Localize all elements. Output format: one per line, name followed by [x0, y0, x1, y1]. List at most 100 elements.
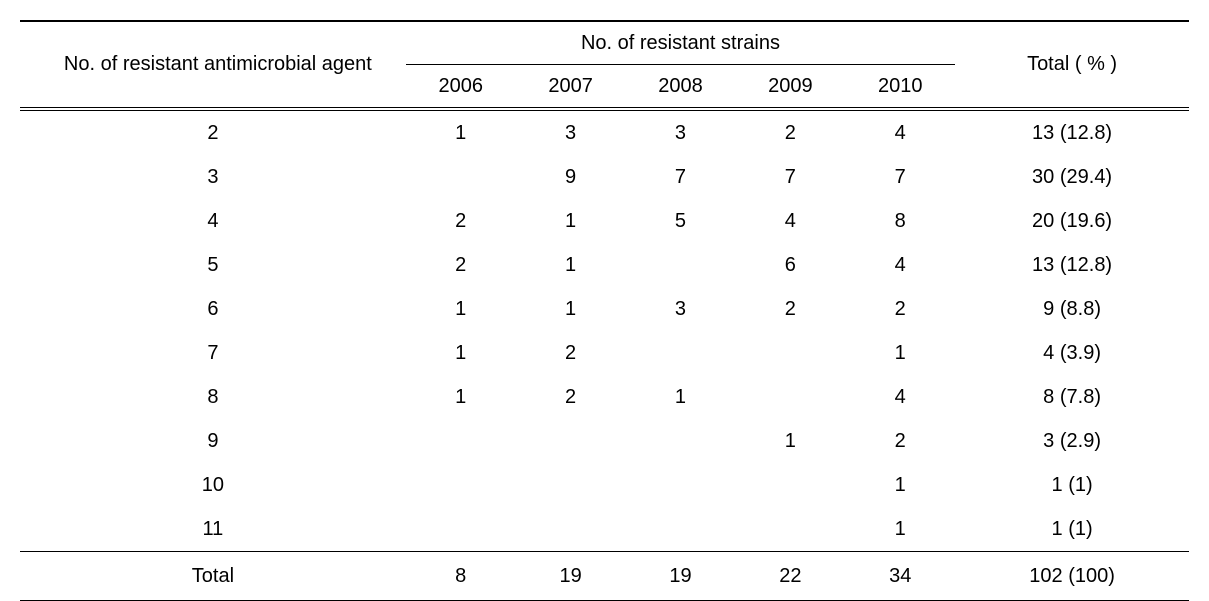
table-footer-row: Total 8 19 19 22 34 102 (100): [20, 552, 1189, 601]
header-year-2007: 2007: [516, 65, 626, 110]
cell-year: 2: [516, 331, 626, 375]
cell-agent: 10: [20, 463, 406, 507]
cell-agent: 2: [20, 109, 406, 155]
table-row: 7 1 2 1 4 (3.9): [20, 331, 1189, 375]
cell-year: [626, 419, 736, 463]
footer-year: 19: [626, 552, 736, 601]
cell-agent: 11: [20, 507, 406, 552]
cell-agent: 9: [20, 419, 406, 463]
cell-year: 3: [626, 109, 736, 155]
cell-year: [406, 155, 516, 199]
cell-year: 2: [845, 287, 955, 331]
header-year-2008: 2008: [626, 65, 736, 110]
cell-year: [516, 419, 626, 463]
header-total: Total ( % ): [955, 21, 1189, 109]
table-row: 9 1 2 3 (2.9): [20, 419, 1189, 463]
cell-year: [735, 331, 845, 375]
cell-agent: 6: [20, 287, 406, 331]
table-header: No. of resistant antimicrobial agent No.…: [20, 21, 1189, 109]
table-footer: Total 8 19 19 22 34 102 (100): [20, 552, 1189, 601]
footer-year: 19: [516, 552, 626, 601]
table-row: 10 1 1 (1): [20, 463, 1189, 507]
cell-total: 1 (1): [955, 507, 1189, 552]
cell-year: 9: [516, 155, 626, 199]
cell-year: 7: [626, 155, 736, 199]
cell-year: 1: [845, 463, 955, 507]
cell-agent: 7: [20, 331, 406, 375]
cell-year: 1: [516, 243, 626, 287]
cell-agent: 8: [20, 375, 406, 419]
cell-total: 9 (8.8): [955, 287, 1189, 331]
cell-year: 1: [845, 507, 955, 552]
cell-year: [626, 463, 736, 507]
cell-total: 30 (29.4): [955, 155, 1189, 199]
cell-year: 2: [406, 243, 516, 287]
header-strains: No. of resistant strains: [406, 21, 955, 65]
table-row: 11 1 1 (1): [20, 507, 1189, 552]
cell-year: [626, 331, 736, 375]
cell-year: 1: [516, 199, 626, 243]
table-row: 3 9 7 7 7 30 (29.4): [20, 155, 1189, 199]
cell-year: [735, 507, 845, 552]
cell-year: 4: [845, 243, 955, 287]
header-year-2010: 2010: [845, 65, 955, 110]
header-year-2009: 2009: [735, 65, 845, 110]
footer-year: 8: [406, 552, 516, 601]
cell-year: [735, 463, 845, 507]
cell-year: 3: [626, 287, 736, 331]
cell-year: 2: [845, 419, 955, 463]
cell-year: [626, 243, 736, 287]
cell-year: [626, 507, 736, 552]
cell-year: 6: [735, 243, 845, 287]
cell-agent: 3: [20, 155, 406, 199]
cell-total: 3 (2.9): [955, 419, 1189, 463]
cell-total: 20 (19.6): [955, 199, 1189, 243]
cell-year: 4: [735, 199, 845, 243]
cell-year: [406, 507, 516, 552]
cell-year: [406, 419, 516, 463]
cell-year: 2: [735, 287, 845, 331]
table-row: 2 1 3 3 2 4 13 (12.8): [20, 109, 1189, 155]
footer-year: 22: [735, 552, 845, 601]
cell-year: 7: [845, 155, 955, 199]
cell-year: 4: [845, 109, 955, 155]
header-year-2006: 2006: [406, 65, 516, 110]
cell-year: 4: [845, 375, 955, 419]
cell-year: 2: [735, 109, 845, 155]
cell-total: 13 (12.8): [955, 109, 1189, 155]
cell-year: 1: [406, 331, 516, 375]
cell-year: 1: [406, 287, 516, 331]
table-row: 4 2 1 5 4 8 20 (19.6): [20, 199, 1189, 243]
cell-year: 1: [516, 287, 626, 331]
cell-year: 2: [516, 375, 626, 419]
cell-agent: 5: [20, 243, 406, 287]
cell-year: 1: [406, 109, 516, 155]
table-row: 8 1 2 1 4 8 (7.8): [20, 375, 1189, 419]
cell-total: 1 (1): [955, 463, 1189, 507]
cell-year: [735, 375, 845, 419]
cell-year: 1: [735, 419, 845, 463]
footer-year: 34: [845, 552, 955, 601]
cell-year: [516, 507, 626, 552]
cell-year: 2: [406, 199, 516, 243]
cell-total: 8 (7.8): [955, 375, 1189, 419]
cell-total: 4 (3.9): [955, 331, 1189, 375]
cell-year: 1: [626, 375, 736, 419]
table-body: 2 1 3 3 2 4 13 (12.8) 3 9 7 7 7 30 (29.4…: [20, 109, 1189, 552]
cell-year: 1: [406, 375, 516, 419]
cell-year: 8: [845, 199, 955, 243]
footer-label: Total: [20, 552, 406, 601]
footer-total: 102 (100): [955, 552, 1189, 601]
resistance-table: No. of resistant antimicrobial agent No.…: [20, 20, 1189, 601]
cell-agent: 4: [20, 199, 406, 243]
cell-year: 1: [845, 331, 955, 375]
cell-total: 13 (12.8): [955, 243, 1189, 287]
cell-year: [406, 463, 516, 507]
header-agent: No. of resistant antimicrobial agent: [20, 21, 406, 109]
cell-year: 5: [626, 199, 736, 243]
cell-year: [516, 463, 626, 507]
table-row: 6 1 1 3 2 2 9 (8.8): [20, 287, 1189, 331]
table-row: 5 2 1 6 4 13 (12.8): [20, 243, 1189, 287]
cell-year: 3: [516, 109, 626, 155]
cell-year: 7: [735, 155, 845, 199]
